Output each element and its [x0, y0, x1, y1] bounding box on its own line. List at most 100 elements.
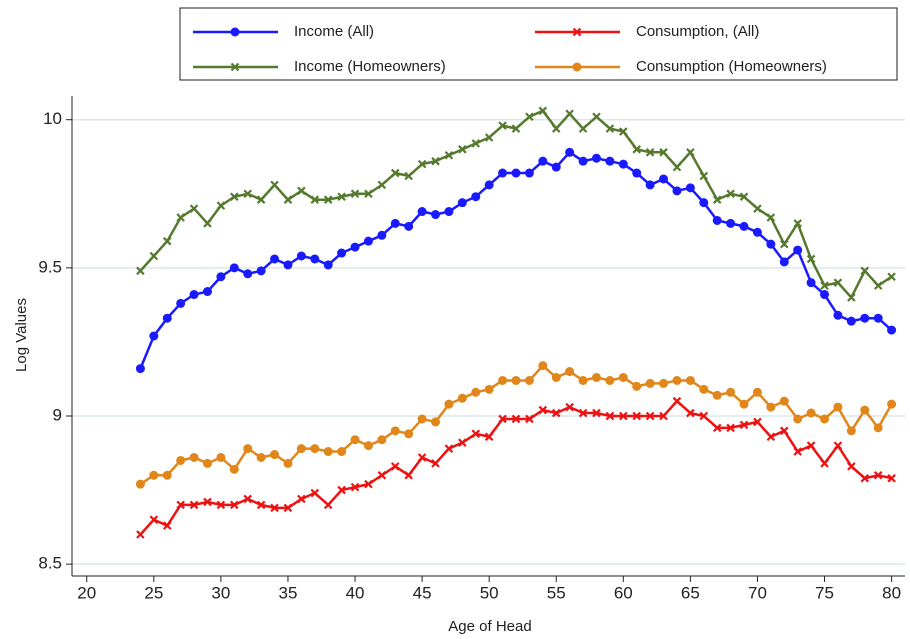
marker: [404, 429, 414, 439]
marker: [632, 381, 642, 391]
marker: [551, 124, 561, 133]
marker: [243, 269, 253, 279]
marker: [619, 127, 628, 136]
marker: [712, 195, 722, 204]
marker: [189, 500, 199, 510]
marker: [270, 503, 279, 513]
marker: [766, 213, 776, 222]
marker: [216, 272, 226, 282]
marker: [511, 375, 521, 385]
marker: [712, 390, 722, 400]
marker: [578, 124, 588, 133]
y-tick-label: 10: [43, 109, 62, 128]
marker: [350, 242, 360, 252]
marker: [404, 221, 414, 231]
marker: [538, 156, 548, 166]
marker: [337, 447, 347, 457]
marker: [820, 414, 830, 424]
marker: [364, 479, 373, 489]
x-tick-label: 50: [480, 583, 499, 602]
marker: [726, 189, 735, 199]
marker: [766, 402, 776, 412]
marker: [511, 168, 521, 178]
marker: [323, 195, 333, 204]
marker: [162, 313, 172, 323]
marker: [296, 444, 306, 454]
marker: [793, 219, 802, 228]
series-line: [139, 150, 893, 370]
marker: [417, 453, 427, 462]
marker: [538, 361, 548, 371]
marker: [833, 310, 843, 320]
marker: [136, 530, 145, 539]
marker: [699, 198, 709, 208]
marker: [806, 254, 816, 264]
marker: [417, 159, 427, 169]
marker: [538, 405, 548, 415]
marker: [444, 207, 454, 217]
marker: [860, 473, 870, 483]
marker: [565, 402, 574, 412]
marker: [578, 156, 588, 166]
marker: [498, 375, 508, 385]
marker: [176, 213, 185, 222]
marker: [136, 266, 145, 276]
marker: [833, 402, 843, 412]
marker: [337, 485, 346, 495]
marker: [230, 500, 239, 510]
marker: [337, 248, 347, 258]
marker: [605, 156, 615, 166]
marker: [498, 121, 507, 130]
marker: [699, 384, 709, 394]
marker: [484, 133, 494, 142]
marker: [887, 473, 896, 483]
series-line: [139, 399, 892, 536]
legend-marker: [572, 27, 582, 37]
marker: [390, 462, 400, 471]
x-tick-label: 25: [144, 583, 163, 602]
y-tick-label: 9: [53, 405, 62, 424]
marker: [699, 411, 709, 421]
marker: [484, 180, 494, 190]
marker: [779, 426, 789, 436]
marker: [820, 459, 829, 468]
x-tick-label: 35: [279, 583, 298, 602]
marker: [471, 139, 481, 148]
marker: [632, 411, 642, 421]
marker: [619, 411, 628, 421]
marker: [887, 325, 897, 335]
marker: [860, 266, 870, 276]
marker: [551, 408, 561, 418]
marker: [310, 254, 320, 264]
marker: [431, 459, 440, 468]
marker: [739, 399, 749, 409]
marker: [511, 414, 521, 424]
marker: [525, 414, 534, 424]
x-tick-label: 30: [211, 583, 230, 602]
marker: [270, 254, 280, 264]
marker: [390, 168, 400, 178]
marker: [498, 168, 508, 178]
marker: [203, 497, 212, 507]
marker: [471, 429, 481, 439]
x-tick-label: 65: [681, 583, 700, 602]
marker: [806, 441, 816, 450]
marker: [243, 189, 252, 199]
marker: [135, 364, 145, 374]
marker: [565, 367, 575, 377]
marker: [243, 444, 253, 454]
marker: [404, 171, 413, 181]
marker: [887, 272, 896, 282]
marker: [712, 423, 722, 433]
marker: [739, 420, 749, 430]
marker: [806, 278, 816, 288]
marker: [203, 219, 212, 228]
marker: [283, 260, 293, 270]
x-tick-label: 60: [614, 583, 633, 602]
marker: [820, 281, 829, 290]
marker: [591, 372, 601, 382]
marker: [699, 171, 709, 181]
marker: [189, 204, 199, 213]
marker: [779, 257, 789, 267]
